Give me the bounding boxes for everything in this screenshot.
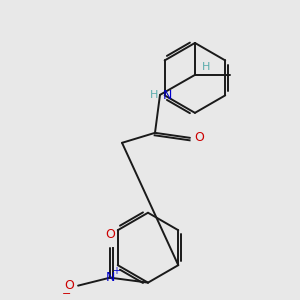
Text: N: N <box>105 271 115 284</box>
Text: O: O <box>194 131 204 144</box>
Text: H: H <box>202 62 210 72</box>
Text: H: H <box>150 90 158 100</box>
Text: +: + <box>112 266 120 276</box>
Text: O: O <box>64 279 74 292</box>
Text: O: O <box>105 228 115 241</box>
Text: −: − <box>61 289 71 298</box>
Text: N: N <box>163 89 172 102</box>
